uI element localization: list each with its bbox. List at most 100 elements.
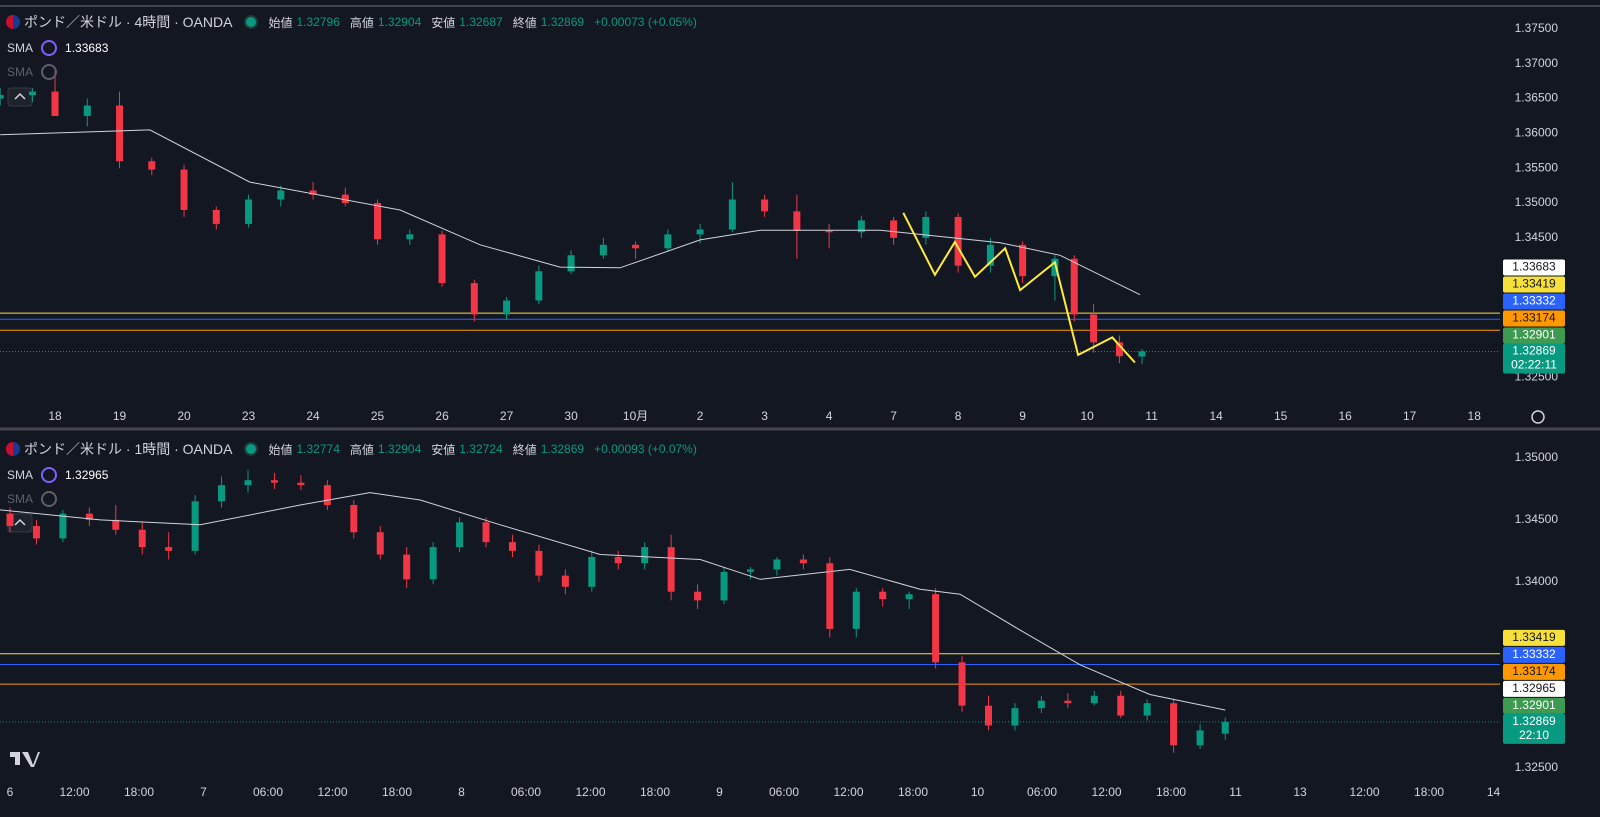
- candle-body: [720, 571, 728, 601]
- ohlc-label: 始値: [268, 15, 293, 30]
- candle-body: [1221, 721, 1229, 734]
- candle-body: [374, 203, 382, 240]
- candle-body: [746, 569, 754, 572]
- candle-body: [567, 255, 575, 272]
- ohlc-label: 終値: [512, 442, 537, 457]
- x-tick-label: 18:00: [640, 785, 670, 799]
- market-status: [244, 15, 259, 29]
- candle-body: [1115, 342, 1123, 357]
- candle-body: [28, 91, 36, 96]
- candle-body: [694, 591, 702, 601]
- legend: ポンド／米ドル · 4時間 · OANDA 始値 1.32796 高値 1.32904 安…: [6, 12, 697, 32]
- candle-body: [403, 554, 411, 580]
- candle-body: [561, 575, 569, 587]
- x-tick-label: 10: [1080, 409, 1094, 423]
- price-tag-label: 1.33332: [1512, 647, 1556, 661]
- countdown-label: 02:22:11: [1511, 358, 1557, 372]
- change-value: +0.00073 (+0.05%): [594, 15, 697, 29]
- sma-line: [0, 492, 1226, 711]
- symbol-flag: [6, 15, 20, 29]
- collapse-button[interactable]: [7, 87, 33, 107]
- x-tick-label: 18: [48, 409, 62, 423]
- candle-body: [1143, 703, 1151, 716]
- price-tag-label: 1.33419: [1512, 277, 1556, 291]
- candle-body: [793, 211, 801, 231]
- x-tick-label: 13: [1293, 785, 1307, 799]
- sma-line: [0, 129, 1141, 296]
- x-tick-label: 12:00: [317, 785, 347, 799]
- candle-body: [1117, 695, 1125, 716]
- candle-body: [244, 480, 252, 486]
- candle-body: [83, 105, 91, 116]
- candle-body: [245, 199, 253, 224]
- trend-drawing: [902, 212, 1136, 364]
- indicator-value: 1.32965: [65, 468, 109, 482]
- candle-body: [470, 283, 478, 315]
- y-tick-label: 1.34500: [1515, 230, 1559, 244]
- x-tick-label: 30: [564, 409, 578, 423]
- countdown-label: 22:10: [1519, 728, 1549, 742]
- price-tag: [1503, 259, 1565, 276]
- candle-body: [664, 234, 672, 249]
- collapse-icon: [14, 518, 26, 526]
- indicator-icon: [41, 467, 58, 483]
- x-tick-label: 4: [826, 409, 833, 423]
- x-tick-label: 11: [1145, 409, 1158, 423]
- candle-body: [116, 105, 124, 162]
- y-tick-label: 1.34500: [1515, 512, 1559, 526]
- candle-body: [1138, 351, 1146, 357]
- candle-body: [1011, 708, 1019, 726]
- price-tag-label: 1.32965: [1512, 681, 1556, 695]
- candle-body: [429, 547, 437, 580]
- candle-body: [825, 230, 833, 233]
- last-price-label: 1.32869: [1512, 344, 1556, 358]
- x-tick-label: 18: [1468, 409, 1482, 423]
- plot-area: [0, 70, 1500, 365]
- price-tag-label: 1.33419: [1512, 630, 1556, 644]
- indicator-name: SMA: [7, 492, 34, 506]
- indicator-name: SMA: [7, 468, 34, 482]
- indicator-name: SMA: [7, 41, 34, 55]
- indicator-icon: [41, 40, 58, 56]
- settings-icon[interactable]: [1531, 410, 1545, 424]
- candle-body: [696, 229, 704, 235]
- x-tick-label: 14: [1209, 409, 1223, 423]
- candle-body: [728, 199, 736, 230]
- candle-body: [890, 220, 898, 238]
- x-tick-label: 23: [242, 409, 256, 423]
- y-tick-label: 1.34000: [1515, 574, 1559, 588]
- x-tick-label: 12:00: [1092, 785, 1122, 799]
- candle-body: [1090, 695, 1098, 704]
- x-tick-label: 06:00: [511, 785, 541, 799]
- x-tick-label: 12:00: [59, 785, 89, 799]
- price-tag: [1503, 663, 1565, 680]
- ohlc-value: 1.32774: [296, 442, 340, 456]
- ohlc-value: 1.32796: [296, 15, 340, 29]
- candle-body: [954, 216, 962, 266]
- ohlc-label: 安値: [431, 15, 456, 30]
- price-tag: [1503, 310, 1565, 327]
- candle-body: [350, 504, 358, 533]
- plot-area: [0, 470, 1500, 753]
- x-tick-label: 27: [500, 409, 514, 423]
- price-tag: [1503, 646, 1565, 663]
- x-tick-label: 8: [458, 785, 465, 799]
- market-status: [244, 442, 259, 456]
- candle-body: [456, 522, 464, 548]
- y-tick-label: 1.36500: [1515, 91, 1559, 105]
- candle-body: [1064, 700, 1072, 704]
- y-tick-label: 1.36000: [1515, 126, 1559, 140]
- ohlc-value: 1.32869: [540, 442, 585, 456]
- candle-body: [1196, 730, 1204, 746]
- candle-body: [1090, 314, 1098, 343]
- candle-body: [180, 169, 188, 210]
- ohlc-value: 1.32724: [459, 442, 503, 456]
- x-tick-label: 6: [7, 785, 14, 799]
- x-tick-label: 19: [113, 409, 127, 423]
- price-tag: [1503, 629, 1565, 646]
- symbol-title: ポンド／米ドル · 1時間 · OANDA: [24, 441, 233, 457]
- x-tick-label: 10月: [623, 409, 648, 423]
- price-tag-label: 1.33174: [1512, 664, 1556, 678]
- x-tick-label: 11: [1229, 785, 1242, 799]
